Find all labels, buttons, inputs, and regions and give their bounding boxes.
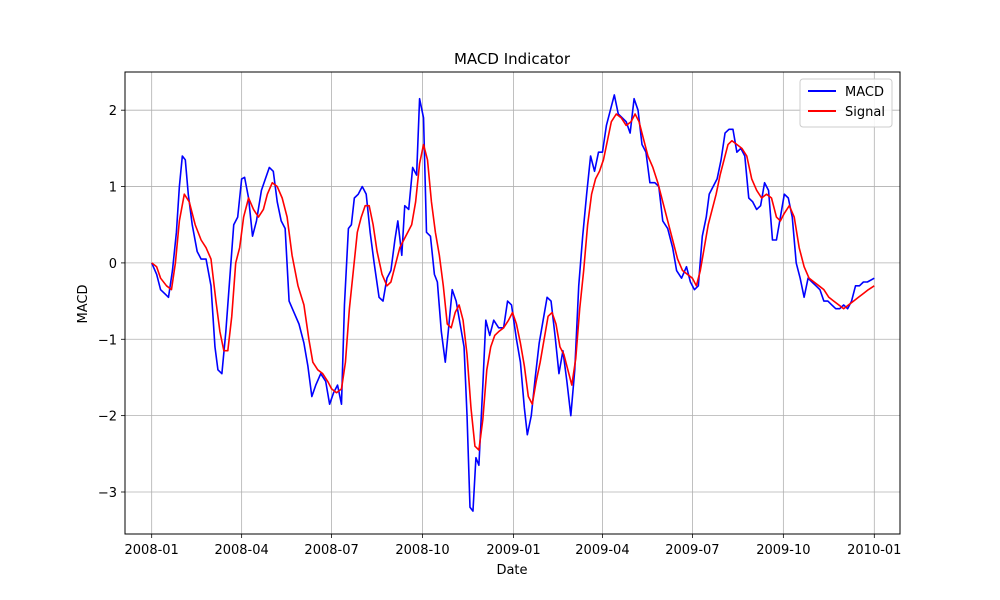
y-tick-label: 2: [109, 104, 117, 119]
x-tick-label: 2008-10: [395, 543, 449, 558]
x-axis-label: Date: [496, 563, 527, 578]
y-axis-ticks: −3 −2 −1 0 1 2: [98, 104, 125, 501]
grid: [125, 72, 900, 534]
series-layer: [150, 94, 875, 512]
series-line-signal: [151, 113, 875, 451]
series-line-macd: [150, 94, 875, 512]
x-tick-label: 2008-04: [214, 543, 268, 558]
x-tick-label: 2008-07: [304, 543, 358, 558]
x-axis-ticks: 2008-01 2008-04 2008-07 2008-10 2009-01 2009-…: [125, 534, 901, 558]
x-tick-label: 2009-04: [575, 543, 629, 558]
x-tick-label: 2009-07: [665, 543, 719, 558]
y-tick-label: −2: [98, 410, 117, 425]
legend-label-macd: MACD: [845, 85, 884, 100]
y-axis-label: MACD: [76, 285, 91, 324]
x-tick-label: 2010-01: [847, 543, 901, 558]
x-tick-label: 2009-01: [486, 543, 540, 558]
y-tick-label: 1: [109, 181, 117, 196]
legend-label-signal: Signal: [845, 105, 885, 120]
y-tick-label: 0: [109, 257, 117, 272]
chart-title: MACD Indicator: [454, 50, 571, 68]
x-tick-label: 2009-10: [756, 543, 810, 558]
axes-frame: [124, 71, 901, 535]
x-tick-label: 2008-01: [125, 543, 179, 558]
y-tick-label: −3: [98, 486, 117, 501]
y-tick-label: −1: [98, 333, 117, 348]
legend: MACD Signal: [799, 78, 893, 128]
